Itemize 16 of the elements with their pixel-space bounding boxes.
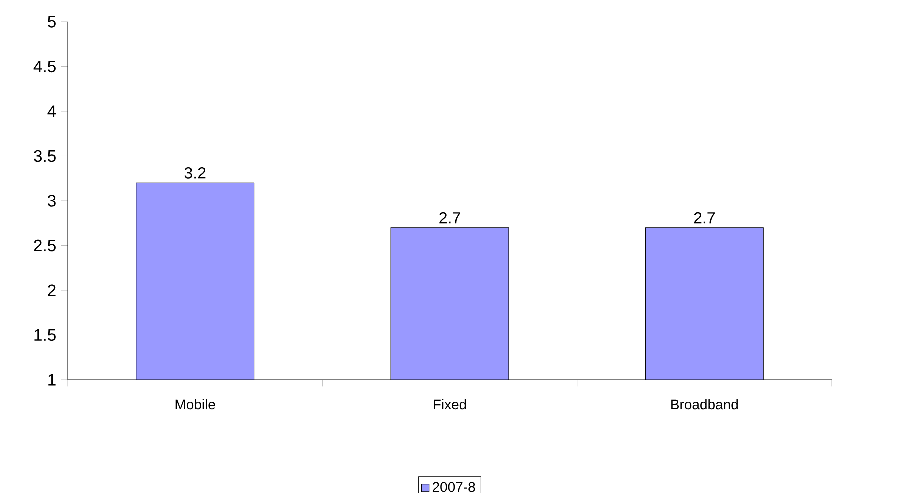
- y-tick-label: 1.5: [34, 329, 56, 342]
- x-tick-label: Fixed: [434, 399, 466, 410]
- legend-label: 2007-8: [432, 482, 476, 492]
- y-tick-label: 2.5: [34, 240, 56, 252]
- x-tick-label: Broadband: [672, 399, 738, 410]
- y-tick-label: 2: [48, 284, 56, 296]
- y-tick-label: 4.5: [34, 60, 56, 73]
- y-tick-label: 4: [48, 106, 56, 118]
- y-tick-label: 5: [48, 16, 56, 28]
- y-tick-label: 3.5: [34, 150, 56, 162]
- data-label: 3.2: [184, 168, 206, 179]
- y-tick-label: 3: [48, 195, 56, 207]
- y-tick-label: 1: [48, 374, 56, 386]
- data-label: 2.7: [694, 212, 715, 224]
- x-tick-label: Mobile: [176, 399, 216, 410]
- data-label: 2.7: [440, 212, 460, 224]
